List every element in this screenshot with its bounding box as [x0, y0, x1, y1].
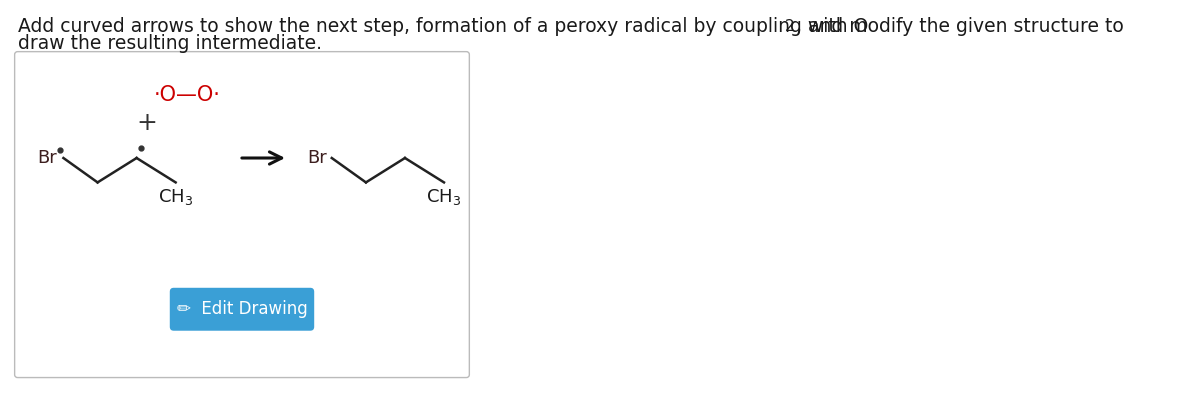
Text: CH$_3$: CH$_3$: [426, 187, 462, 207]
Text: Br: Br: [37, 149, 56, 167]
Text: Br: Br: [307, 149, 328, 167]
Text: draw the resulting intermediate.: draw the resulting intermediate.: [18, 34, 322, 53]
Text: ·O—O·: ·O—O·: [154, 85, 221, 105]
FancyBboxPatch shape: [169, 288, 314, 331]
FancyBboxPatch shape: [14, 52, 469, 378]
Text: +: +: [136, 111, 157, 135]
Text: Add curved arrows to show the next step, formation of a peroxy radical by coupli: Add curved arrows to show the next step,…: [18, 17, 868, 35]
Text: CH$_3$: CH$_3$: [158, 187, 193, 207]
Text: ✏  Edit Drawing: ✏ Edit Drawing: [176, 300, 307, 318]
Text: , and modify the given structure to: , and modify the given structure to: [797, 17, 1124, 35]
Text: 2: 2: [785, 19, 794, 35]
